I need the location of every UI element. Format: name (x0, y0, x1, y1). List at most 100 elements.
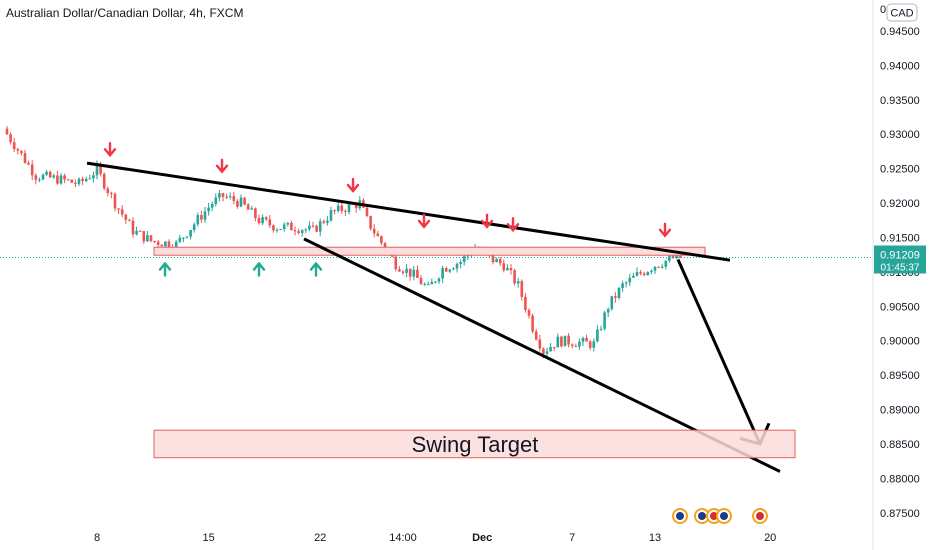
candle-body (430, 281, 434, 285)
candle-body (534, 331, 538, 340)
candle-body (200, 215, 203, 220)
projection-arrow-shaft[interactable] (676, 258, 762, 445)
candle-body (243, 197, 246, 205)
candle-body (192, 224, 196, 230)
y-tick-label: 0.93500 (880, 95, 920, 107)
candle-body (365, 207, 369, 216)
candle-body (498, 259, 502, 264)
candle-body (596, 329, 599, 342)
candle-body (621, 283, 624, 288)
candle-body (254, 208, 257, 219)
candle-body (41, 174, 45, 180)
candle-body (70, 179, 74, 183)
candle-body (102, 173, 106, 189)
red-down-arrow-icon (103, 142, 117, 158)
x-tick-label: 20 (764, 532, 776, 544)
candle-body (372, 228, 376, 234)
candle-body (239, 197, 243, 207)
candle-body (207, 207, 210, 212)
y-tick-label: 0.87500 (880, 508, 920, 520)
candle-body (257, 218, 261, 224)
candle-body (369, 215, 372, 229)
candle-body (185, 236, 189, 238)
candle-body (182, 237, 185, 239)
x-tick-label: Dec (472, 532, 492, 544)
candle-body (653, 266, 657, 271)
candle-body (617, 287, 621, 299)
candle-body (261, 217, 264, 224)
candle-body (592, 341, 596, 348)
candle-body (560, 336, 563, 347)
resistance-zone[interactable] (153, 246, 706, 256)
y-tick-label: 0.89500 (880, 370, 920, 382)
candle-body (668, 255, 671, 261)
candle-body (552, 347, 556, 349)
green-up-arrow-icon (309, 261, 323, 277)
candle-body (275, 229, 279, 231)
y-tick-label: 0.90000 (880, 336, 920, 348)
candle-body (646, 271, 650, 276)
upper-trendline[interactable] (86, 161, 731, 262)
candle-body (542, 348, 545, 354)
candle-body (567, 335, 570, 345)
candle-body (246, 204, 250, 210)
candle-body (506, 267, 509, 271)
event-flag-inner-icon (676, 512, 684, 520)
x-tick-label: 22 (314, 532, 326, 544)
swing-target-zone[interactable] (153, 429, 796, 459)
y-tick-label: 0.88500 (880, 439, 920, 451)
candle-body (423, 284, 426, 286)
candle-body (48, 171, 52, 178)
candle-body (45, 171, 48, 175)
candle-body (84, 178, 88, 182)
price-tag[interactable] (874, 245, 926, 274)
candle-body (164, 241, 167, 247)
candle-body (326, 220, 329, 223)
candle-body (12, 142, 16, 150)
candle-body (664, 260, 668, 267)
candle-body (398, 269, 401, 272)
candle-body (624, 282, 628, 284)
candle-body (462, 256, 466, 262)
y-tick-label: 0.92000 (880, 198, 920, 210)
red-down-arrow-icon (658, 222, 672, 238)
candle-body (588, 341, 592, 348)
y-tick-label: 0.90500 (880, 301, 920, 313)
candle-body (322, 221, 326, 223)
candle-body (74, 182, 77, 184)
candle-body (250, 208, 254, 210)
candle-body (149, 235, 153, 241)
candle-body (138, 230, 142, 232)
y-tick-label: 0.94500 (880, 26, 920, 38)
y-tick-label: 0.91500 (880, 232, 920, 244)
candle-body (56, 175, 59, 184)
y-tick-label: 0.88000 (880, 473, 920, 485)
candle-body (509, 267, 513, 271)
candle-body (268, 219, 272, 226)
candle-body (380, 236, 383, 244)
candle-body (272, 225, 275, 231)
currency-badge-label: CAD (890, 8, 913, 20)
candle-body (203, 211, 207, 220)
candle-body (279, 229, 282, 231)
candle-body (142, 231, 146, 242)
candle-body (336, 205, 340, 212)
candle-body (639, 272, 642, 274)
x-tick-label: 15 (202, 532, 214, 544)
candle-body (444, 268, 448, 272)
candle-body (632, 275, 635, 278)
candle-body (531, 315, 534, 332)
candle-body (635, 272, 639, 276)
currency-badge[interactable] (886, 3, 918, 22)
candle-body (218, 193, 221, 198)
price-tag-countdown: 01:45:37 (881, 262, 920, 273)
candle-body (318, 221, 322, 232)
candle-body (545, 351, 549, 354)
y-tick-label: 0.89000 (880, 405, 920, 417)
candle-body (563, 335, 567, 347)
x-tick-label: 7 (569, 532, 575, 544)
candle-body (412, 269, 416, 277)
red-down-arrow-icon (506, 217, 520, 233)
